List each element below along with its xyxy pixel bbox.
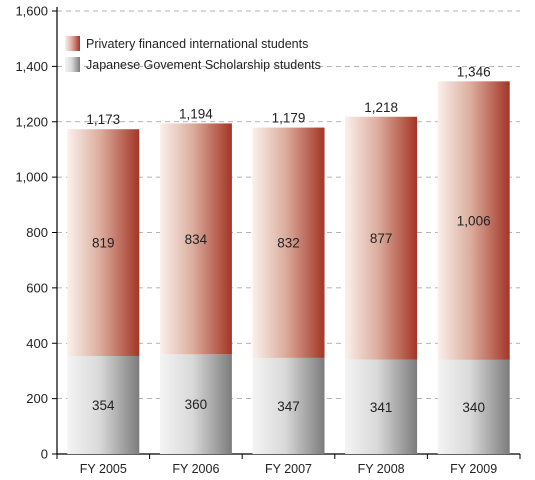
legend-label: Privatery financed international student… xyxy=(86,37,308,51)
y-tick-label: 1,000 xyxy=(15,170,48,185)
y-tick-label: 400 xyxy=(26,336,48,351)
bar-total-label: 1,218 xyxy=(364,100,398,115)
y-tick-label: 0 xyxy=(41,447,48,462)
x-tick-label: FY 2009 xyxy=(450,462,497,476)
bar-segment xyxy=(252,127,325,358)
x-tick-label: FY 2005 xyxy=(80,462,127,476)
legend-label: Japanese Govement Scholarship students xyxy=(86,58,321,72)
bars xyxy=(67,81,510,454)
bar-segment xyxy=(345,359,418,454)
bar-segment xyxy=(345,116,418,360)
bar-value-label: 1,006 xyxy=(457,214,491,229)
y-tick-label: 200 xyxy=(26,391,48,406)
bar-segment xyxy=(67,129,140,356)
x-tick-label: FY 2006 xyxy=(172,462,219,476)
x-tick-label: FY 2008 xyxy=(358,462,405,476)
y-tick-label: 1,400 xyxy=(15,59,48,74)
data-labels: 354 819 1,173 360 834 1,194 347 832 1,179 341 877 1… xyxy=(86,64,490,415)
y-tick-label: 1,200 xyxy=(15,114,48,129)
bar-value-label: 360 xyxy=(185,397,208,412)
bar-value-label: 877 xyxy=(370,231,393,246)
bar-segment xyxy=(437,81,510,360)
legend: Privatery financed international student… xyxy=(65,36,321,72)
bar-segment xyxy=(159,354,232,454)
bar-value-label: 832 xyxy=(277,236,300,251)
legend-swatch xyxy=(65,36,80,51)
bar-value-label: 834 xyxy=(185,232,208,247)
bar-total-label: 1,194 xyxy=(179,106,213,121)
bar-total-label: 1,179 xyxy=(272,111,306,126)
bar-value-label: 354 xyxy=(92,398,115,413)
bar-value-label: 347 xyxy=(277,399,300,414)
bar-value-label: 341 xyxy=(370,400,393,415)
bar-segment xyxy=(159,123,232,355)
bar-value-label: 819 xyxy=(92,236,115,251)
bar-segment xyxy=(437,359,510,454)
y-tick-label: 1,600 xyxy=(15,4,48,19)
bar-total-label: 1,346 xyxy=(457,64,491,79)
bar-segment xyxy=(67,355,140,454)
legend-swatch xyxy=(65,57,80,72)
x-tick-label: FY 2007 xyxy=(265,462,312,476)
y-tick-label: 800 xyxy=(26,225,48,240)
bar-segment xyxy=(252,357,325,454)
y-tick-label: 600 xyxy=(26,280,48,295)
bar-total-label: 1,173 xyxy=(86,112,120,127)
bar-value-label: 340 xyxy=(462,400,485,415)
